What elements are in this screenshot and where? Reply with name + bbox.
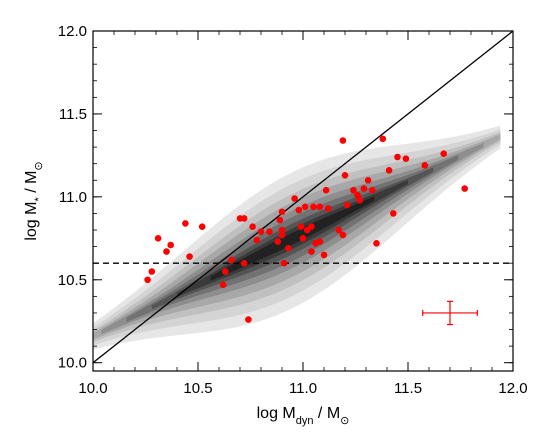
density-contour — [210, 196, 375, 281]
data-point — [421, 162, 429, 169]
y-tick-label: 11.0 — [59, 189, 87, 206]
y-tick-label: 10.5 — [58, 272, 87, 289]
data-point — [240, 259, 248, 267]
y-tick-label: 10.0 — [58, 355, 87, 372]
data-point — [182, 220, 189, 227]
data-point — [299, 235, 307, 242]
data-point — [390, 210, 397, 217]
data-point — [341, 172, 349, 179]
data-point — [274, 238, 282, 245]
data-point — [385, 167, 393, 174]
y-tick-label: 11.5 — [59, 106, 87, 123]
data-point — [285, 245, 292, 252]
data-point — [154, 235, 162, 242]
data-point — [308, 223, 315, 230]
x-tick-label: 10.5 — [183, 380, 212, 397]
data-point — [440, 150, 448, 157]
data-point — [167, 241, 174, 249]
x-tick-label: 10.0 — [78, 380, 107, 397]
data-point — [461, 185, 469, 192]
data-point — [379, 135, 387, 143]
data-point — [249, 223, 256, 230]
data-point — [222, 268, 229, 275]
data-point — [148, 268, 156, 275]
data-point — [320, 251, 328, 259]
data-point — [278, 208, 286, 216]
data-point — [198, 223, 206, 230]
data-point — [228, 256, 235, 264]
data-points — [144, 135, 469, 323]
reference-lines — [93, 31, 513, 364]
data-point — [276, 216, 284, 224]
y-tick-label: 12.0 — [58, 23, 87, 40]
data-point — [322, 186, 330, 194]
x-tick-label: 12.0 — [498, 380, 527, 397]
data-point — [360, 185, 368, 192]
data-point — [278, 226, 286, 234]
data-point — [278, 231, 286, 239]
data-point — [364, 177, 372, 184]
one-to-one-line — [93, 31, 513, 364]
data-point — [308, 248, 315, 255]
data-point — [144, 276, 151, 284]
axis-ticks: 10.0 10.5 11.0 11.5 12.0 10.0 10.5 11.0 11.5 12.0 — [58, 23, 528, 397]
data-point — [295, 206, 303, 214]
data-point — [316, 238, 324, 245]
data-point — [253, 236, 261, 244]
data-point — [266, 228, 273, 235]
data-point — [339, 137, 347, 144]
data-point — [354, 191, 361, 199]
data-point — [369, 186, 376, 194]
data-point — [163, 248, 170, 255]
data-point — [245, 316, 252, 323]
data-point — [291, 195, 298, 202]
data-point — [280, 259, 288, 267]
data-point — [257, 228, 265, 235]
x-axis-title-subscript: dyn — [296, 415, 314, 427]
density-background — [93, 125, 501, 350]
y-axis-title-subscript: * — [33, 197, 45, 202]
data-point — [343, 201, 351, 209]
data-point — [240, 215, 248, 222]
data-point — [301, 203, 309, 211]
x-axis-title: log Mdyn / M⊙ — [257, 405, 350, 427]
x-tick-label: 11.0 — [289, 380, 317, 397]
data-point — [356, 196, 364, 204]
error-bar — [422, 300, 478, 326]
data-point — [335, 226, 343, 234]
data-point — [339, 231, 347, 239]
data-point — [297, 223, 305, 230]
data-point — [402, 155, 410, 162]
data-point — [316, 203, 324, 211]
y-axis-title-sun-symbol: ⊙ — [33, 161, 45, 170]
x-tick-label: 11.5 — [394, 380, 422, 397]
x-axis-title-sun-symbol: ⊙ — [340, 415, 349, 427]
y-axis-title: log M* / M⊙ — [23, 161, 45, 240]
data-point — [310, 203, 317, 211]
data-point — [373, 240, 380, 247]
data-point — [219, 281, 227, 289]
data-point — [186, 253, 193, 260]
data-point — [324, 205, 332, 212]
data-point — [350, 186, 357, 194]
data-point — [394, 153, 401, 161]
